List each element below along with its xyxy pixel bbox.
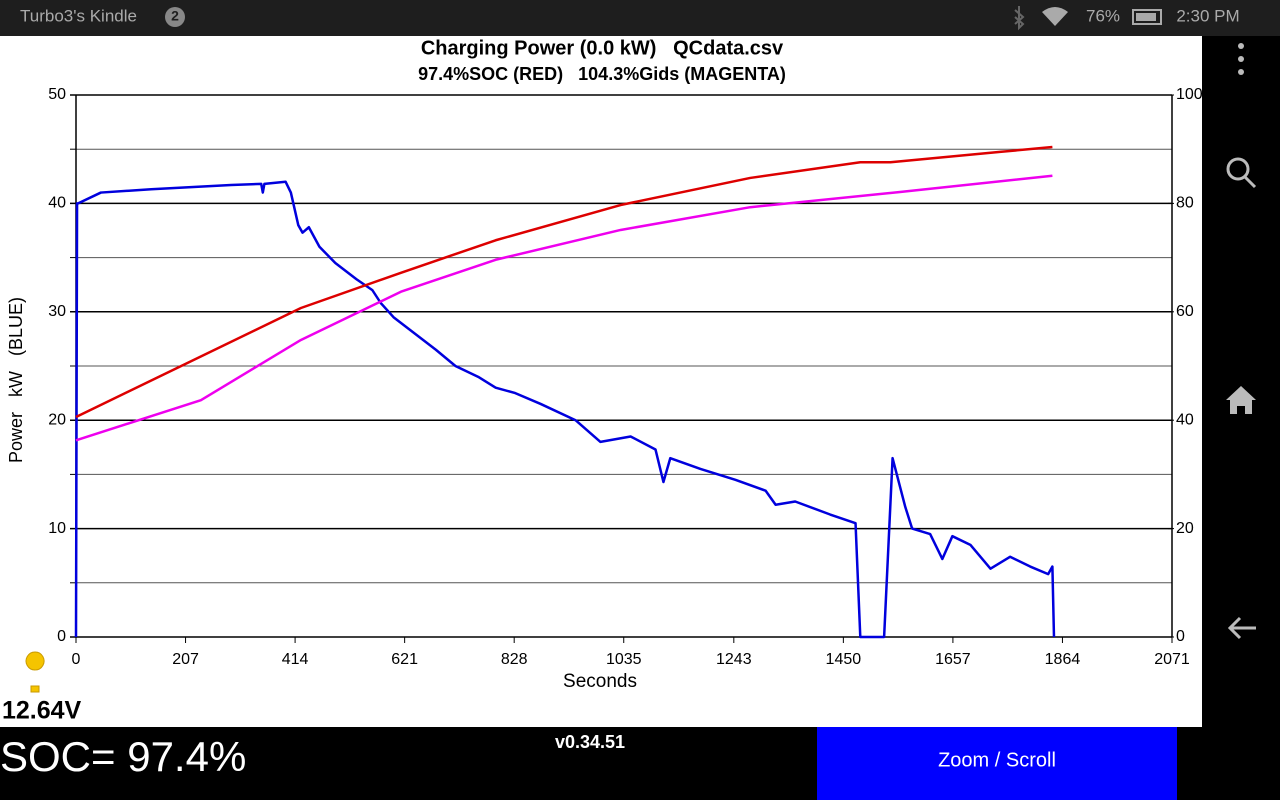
y2-tick-label: 80 [1176,195,1194,212]
menu-button[interactable] [1238,43,1244,75]
y2-tick-label: 40 [1176,411,1194,428]
x-tick-label: 414 [282,651,309,668]
x-tick-label: 828 [501,651,528,668]
clock: 2:30 PM [1176,6,1239,25]
battery-level: 76% [1086,6,1120,25]
status-bar [0,0,1280,36]
soc-readout: SOC= 97.4% [0,733,246,780]
battery-fill [1136,13,1156,21]
notification-count: 2 [171,8,179,24]
series-line [75,174,1053,442]
home-button[interactable] [1226,386,1256,414]
y2-tick-label: 0 [1176,628,1185,645]
version: v0.34.51 [555,732,625,752]
plot: 0 10 20 30 40 50 0 20 40 60 80 100 0 207 414 621 828 1035… [48,86,1203,668]
wifi-icon [1042,7,1068,26]
series-line [74,180,1056,639]
nav-bar [1202,36,1280,800]
x-tick-label: 1450 [826,651,862,668]
y-tick-label: 10 [48,520,66,537]
x-tick-label: 2071 [1154,651,1190,668]
y2-tick-label: 60 [1176,303,1194,320]
x-axis-label: Seconds [563,671,637,692]
y2-tick-label: 100 [1176,86,1203,103]
device-name: Turbo3's Kindle [20,6,137,25]
battery-icon [1132,9,1162,25]
y-tick-label: 50 [48,86,66,103]
y2-tick-label: 20 [1176,520,1194,537]
chart-panel [0,36,1202,727]
x-tick-label: 621 [391,651,418,668]
y-tick-label: 0 [57,628,66,645]
zoom-button-label[interactable]: Zoom / Scroll [938,749,1056,771]
chart-title: Charging Power (0.0 kW) QCdata.csv [421,37,784,59]
voltage: 12.64V [2,697,82,725]
y-tick-label: 30 [48,303,66,320]
back-button[interactable] [1227,616,1256,640]
y-tick-label: 40 [48,195,66,212]
badge [165,7,185,27]
bluetooth-icon [1014,6,1025,31]
y-tick-label: 20 [48,411,66,428]
x-tick-label: 1243 [716,651,752,668]
x-tick-label: 1864 [1045,651,1081,668]
chart-subtitle: 97.4%SOC (RED) 104.3%Gids (MAGENTA) [418,64,786,84]
x-tick-label: 1657 [935,651,971,668]
y-axis-label: Power kW (BLUE) [6,297,26,463]
zoom-button[interactable] [817,727,1177,800]
x-tick-label: 0 [72,651,81,668]
bulb-icon [25,651,45,693]
series-line [75,145,1053,419]
x-tick-label: 1035 [606,651,642,668]
x-tick-label: 207 [172,651,199,668]
search-button[interactable] [1226,157,1257,189]
